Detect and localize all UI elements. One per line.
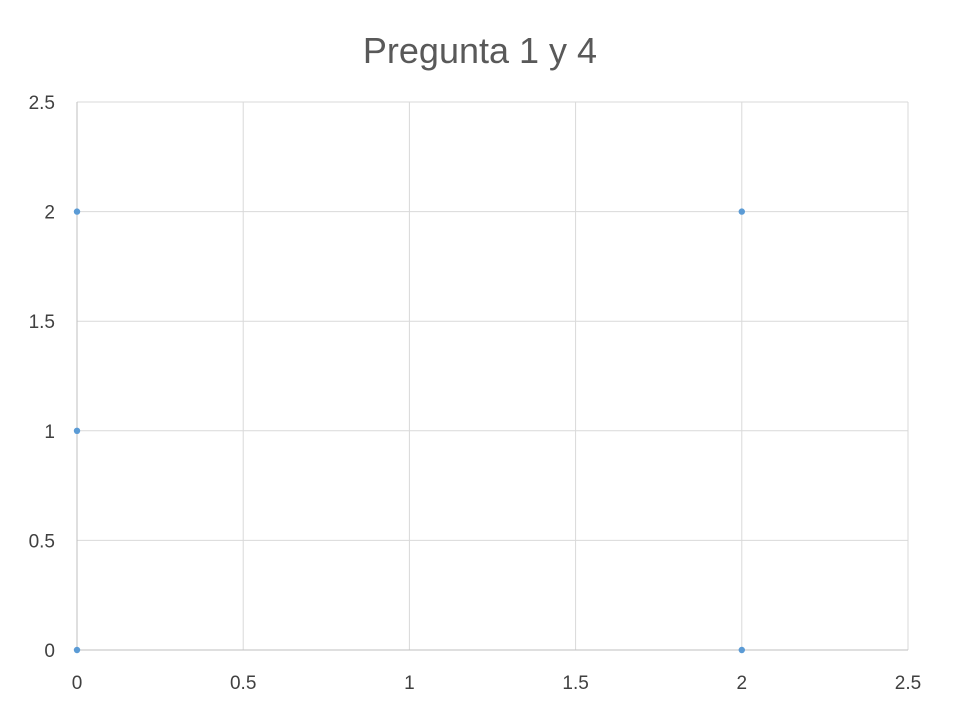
x-tick-label: 0 [72,673,83,694]
grid-layer [76,101,909,651]
y-tick-label: 2.5 [29,93,55,114]
x-tick-labels: 0 0.5 1 1.5 2 2.5 [72,673,922,694]
x-tick-label: 0.5 [230,673,256,694]
data-point [738,208,745,215]
chart-title: Pregunta 1 y 4 [362,30,598,71]
data-point [73,646,81,654]
data-point [73,208,81,215]
data-points [73,208,745,654]
x-tick-label: 1.5 [562,673,588,694]
y-tick-label: 1 [44,422,55,443]
y-tick-label: 2 [44,203,55,224]
x-tick-label: 2 [737,673,748,694]
x-tick-label: 1 [404,673,415,694]
data-point [73,427,81,434]
y-tick-label: 0 [44,641,55,662]
data-point [738,646,745,654]
y-tick-label: 1.5 [29,312,55,333]
axis-layer [76,102,908,651]
x-tick-label: 2.5 [895,673,921,694]
y-tick-labels: 0 0.5 1 1.5 2 2.5 [29,93,55,662]
y-tick-label: 0.5 [29,531,55,552]
